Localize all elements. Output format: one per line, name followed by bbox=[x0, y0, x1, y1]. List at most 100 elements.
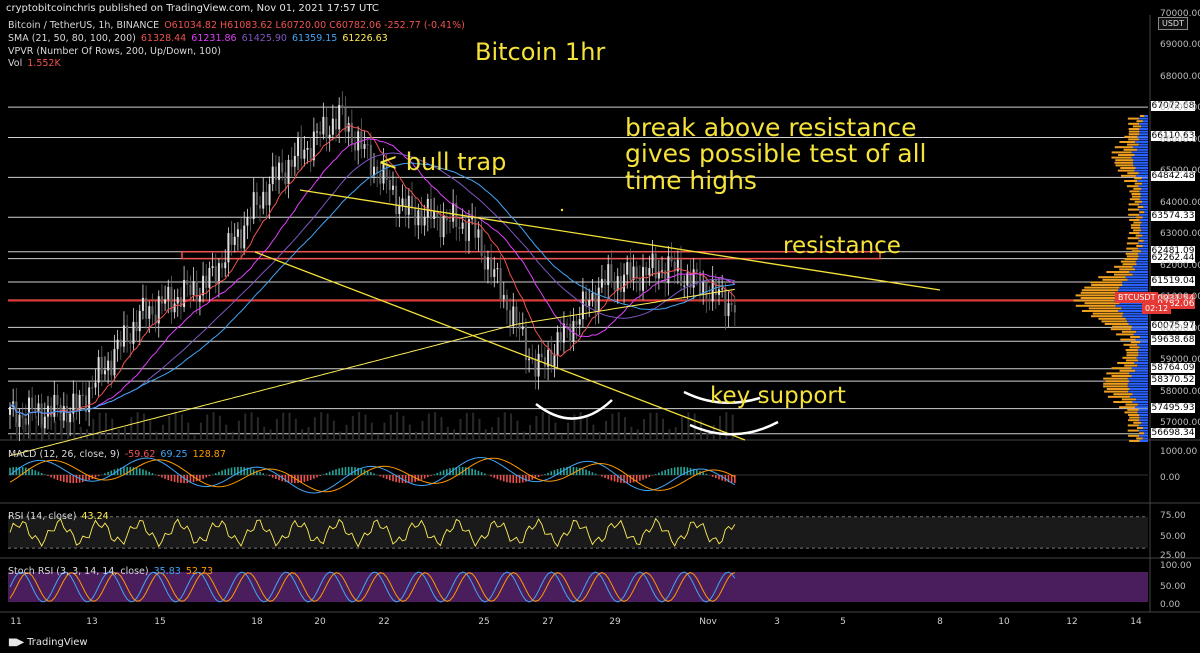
macd-hist-bar bbox=[512, 475, 515, 484]
legend-vpvr[interactable]: VPVR (Number Of Rows, 200, Up/Down, 100) bbox=[8, 46, 221, 57]
macd-hist-bar bbox=[259, 471, 261, 475]
macd-hist-bar bbox=[474, 469, 477, 475]
legend-vol-label[interactable]: Vol bbox=[8, 58, 23, 69]
vpvr-up-bar bbox=[1138, 237, 1148, 240]
vpvr-up-bar bbox=[1125, 317, 1148, 320]
macd-hist-bar bbox=[173, 475, 176, 482]
macd-hist-bar bbox=[126, 466, 128, 475]
macd-hist-bar bbox=[392, 475, 394, 482]
candle-body bbox=[164, 299, 167, 304]
stoch-label[interactable]: Stoch RSI (3, 3, 14, 14, close) bbox=[8, 566, 149, 577]
volume-bar bbox=[345, 424, 348, 440]
macd-hist-bar bbox=[208, 475, 211, 477]
vpvr-down-bar bbox=[1134, 182, 1143, 185]
candle-body bbox=[410, 195, 413, 209]
vpvr-up-bar bbox=[1140, 226, 1148, 229]
volume-bar bbox=[465, 412, 468, 440]
annotation-key-support: key support bbox=[710, 383, 846, 409]
rsi-label[interactable]: RSI (14, close) bbox=[8, 511, 77, 522]
footer-brand[interactable]: TradingView bbox=[27, 637, 88, 648]
vpvr-up-bar bbox=[1139, 336, 1148, 338]
candle-body bbox=[138, 310, 141, 332]
volume-bar bbox=[383, 422, 386, 440]
vpvr-up-bar bbox=[1118, 289, 1148, 292]
vpvr-up-bar bbox=[1127, 320, 1148, 323]
vpvr-up-bar bbox=[1139, 434, 1148, 437]
candle-body bbox=[376, 166, 379, 174]
candle-body bbox=[496, 268, 499, 270]
vpvr-up-bar bbox=[1136, 330, 1148, 333]
macd-label[interactable]: MACD (12, 26, close, 9) bbox=[8, 449, 120, 460]
vpvr-down-bar bbox=[1130, 226, 1141, 229]
vpvr-up-bar bbox=[1131, 367, 1148, 370]
candle-body bbox=[84, 395, 87, 413]
macd-hist-bar bbox=[56, 475, 59, 480]
volume-bar bbox=[161, 424, 164, 440]
vpvr-down-bar bbox=[1133, 421, 1142, 424]
candle-body bbox=[170, 286, 173, 313]
volume-bar bbox=[446, 426, 449, 440]
price-level-label-11: 58764.09 bbox=[1151, 362, 1195, 373]
vpvr-up-bar bbox=[1142, 234, 1148, 237]
candle-body bbox=[151, 306, 154, 315]
macd-hist-bar bbox=[635, 475, 638, 482]
macd-hist-bar bbox=[696, 469, 698, 475]
candle-body bbox=[578, 319, 581, 325]
candle-body bbox=[540, 353, 543, 358]
volume-bar bbox=[548, 414, 551, 440]
vpvr-down-bar bbox=[1122, 356, 1137, 359]
currency-box[interactable]: USDT bbox=[1158, 17, 1188, 30]
vpvr-down-bar bbox=[1081, 289, 1119, 292]
macd-hist-bar bbox=[553, 470, 556, 475]
candle-body bbox=[727, 303, 730, 317]
legend-symbol[interactable]: Bitcoin / TetherUS, 1h, BINANCE bbox=[8, 20, 160, 31]
candle-body bbox=[132, 321, 135, 344]
sma-50-line bbox=[9, 138, 736, 417]
candle-body bbox=[569, 323, 572, 342]
macd-hist-bar bbox=[531, 475, 534, 480]
volume-bar bbox=[389, 414, 392, 440]
volume-bar bbox=[605, 420, 608, 440]
vpvr-up-bar bbox=[1119, 286, 1148, 289]
vpvr-down-bar bbox=[1128, 419, 1140, 422]
vpvr-down-bar bbox=[1130, 336, 1140, 338]
volume-bar bbox=[586, 415, 589, 440]
volume-bar bbox=[396, 412, 399, 440]
x-tick-9: Nov bbox=[699, 617, 717, 627]
macd-hist-bar bbox=[601, 475, 603, 477]
volume-bar bbox=[377, 433, 380, 440]
volume-bar bbox=[130, 417, 133, 440]
macd-hist-bar bbox=[664, 470, 666, 475]
candle-body bbox=[461, 222, 464, 229]
stoch-d: 52.73 bbox=[185, 566, 214, 577]
macd-value: -59.62 bbox=[124, 449, 156, 460]
vpvr-down-bar bbox=[1128, 203, 1140, 206]
vpvr-up-bar bbox=[1139, 419, 1148, 422]
candle-body bbox=[708, 298, 711, 302]
macd-hist-bar bbox=[613, 475, 616, 482]
candle-body bbox=[648, 268, 651, 276]
candle-body bbox=[27, 397, 30, 425]
macd-hist-bar bbox=[37, 471, 40, 475]
legend-symbol-row: Bitcoin / TetherUS, 1h, BINANCE O61034.8… bbox=[8, 20, 467, 31]
candle-body bbox=[499, 268, 502, 300]
volume-bar bbox=[427, 413, 430, 440]
candle-body bbox=[604, 279, 607, 286]
macd-hist-bar bbox=[233, 467, 236, 475]
candle-body bbox=[240, 229, 243, 249]
price-level-label-4: 62481.09 bbox=[1151, 245, 1195, 256]
macd-hist-bar bbox=[398, 475, 401, 483]
vpvr-up-bar bbox=[1139, 213, 1148, 216]
candle-body bbox=[344, 107, 347, 132]
volume-bar bbox=[617, 412, 620, 440]
macd-hist-bar bbox=[632, 475, 635, 483]
macd-hist-bar bbox=[116, 468, 119, 475]
macd-hist-bar bbox=[237, 466, 239, 475]
tradingview-logo-icon[interactable]: ■▶ bbox=[8, 637, 24, 648]
vpvr-up-bar bbox=[1139, 190, 1148, 193]
vpvr-down-bar bbox=[1092, 312, 1124, 315]
vpvr-down-bar bbox=[1127, 117, 1139, 120]
legend-sma-label[interactable]: SMA (21, 50, 80, 100, 200) bbox=[8, 33, 136, 44]
support-arc-2 bbox=[683, 390, 761, 404]
